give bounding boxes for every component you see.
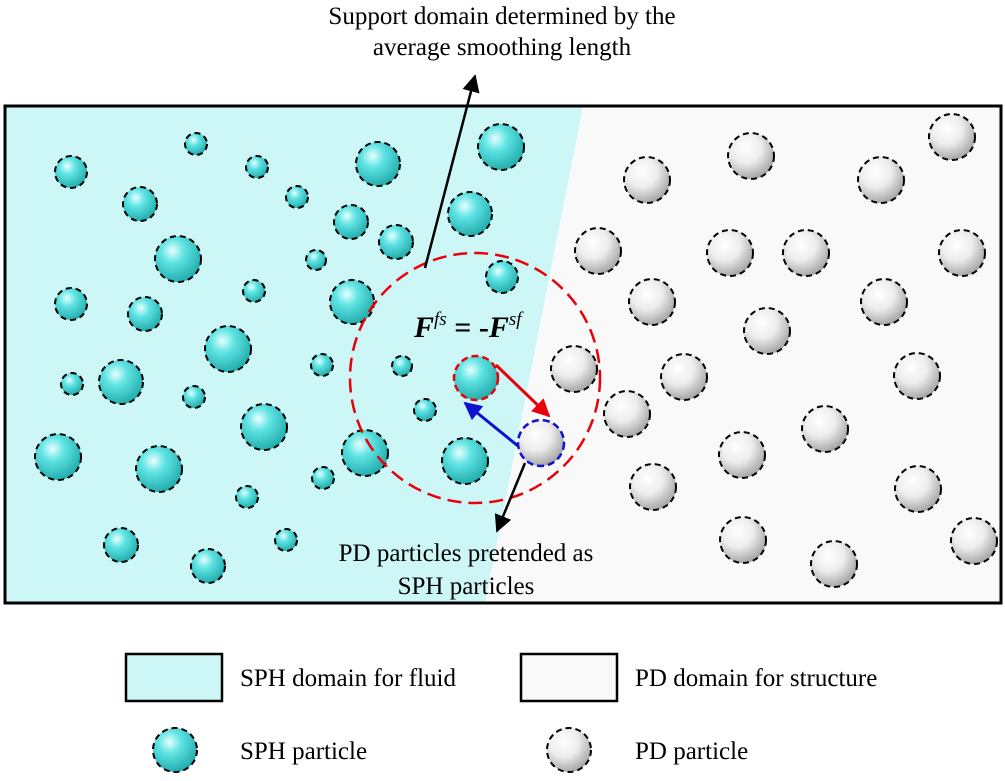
support-domain-pointer <box>423 74 480 269</box>
pd-particle-group <box>550 113 998 588</box>
pd-particle <box>623 156 671 204</box>
legend-sph-domain-label: SPH domain for fluid <box>240 665 456 692</box>
sph-particle <box>242 279 266 303</box>
eq-minus: - <box>479 311 489 344</box>
sph-particle <box>34 433 82 481</box>
sph-particle <box>441 437 489 485</box>
sph-particle <box>122 186 158 222</box>
legend-pd-particle-icon <box>546 727 592 773</box>
pretended-pd-particle <box>516 418 566 468</box>
sph-particle <box>285 185 309 209</box>
pd-particle <box>938 229 986 277</box>
pd-particle <box>894 465 942 513</box>
legend-pd-particle-label: PD particle <box>635 738 748 765</box>
pd-particle <box>628 278 676 326</box>
sph-particle <box>274 528 298 552</box>
sph-particle <box>355 141 401 187</box>
sph-particle <box>477 123 525 171</box>
pd-particle <box>603 390 651 438</box>
coupling-force-equation: Ffs = -Fsf <box>413 309 524 344</box>
sph-particle <box>60 372 84 396</box>
pd-particle <box>727 132 775 180</box>
sph-particle <box>103 527 139 563</box>
pd-particle <box>928 113 976 161</box>
pd-particle <box>743 307 791 355</box>
target-sph-particle <box>452 354 500 402</box>
sph-particle <box>54 287 88 321</box>
force-sf-arrow <box>463 401 519 448</box>
sph-particle <box>311 466 335 490</box>
eq-lhs-base: F <box>413 311 434 344</box>
pd-pretend-pointer <box>494 462 527 533</box>
support-domain-label-line2: average smoothing length <box>373 34 632 61</box>
sph-particle <box>190 548 226 584</box>
sph-particle <box>333 204 369 240</box>
sph-particle <box>329 279 375 325</box>
legend-sph-domain-swatch <box>124 652 224 703</box>
legend: SPH domain for fluid PD domain for struc… <box>124 652 877 773</box>
eq-equals: = <box>447 311 479 344</box>
domain-frame <box>3 104 1003 605</box>
pd-particle <box>629 463 677 511</box>
eq-rhs-sup: sf <box>509 309 524 330</box>
pd-pretend-label-line1: PD particles pretended as <box>339 540 594 567</box>
pd-particle <box>893 352 941 400</box>
support-domain-label-line1: Support domain determined by the <box>328 3 675 30</box>
sph-particle <box>154 235 202 283</box>
pd-particle <box>660 353 708 401</box>
sph-particle <box>378 224 414 260</box>
sph-particle <box>485 260 519 294</box>
sph-particle <box>182 385 206 409</box>
sph-particle <box>204 325 252 373</box>
domain-border <box>3 104 1003 605</box>
support-domain-circle <box>348 251 602 505</box>
pd-particle <box>782 229 830 277</box>
legend-sph-particle-icon <box>152 727 198 773</box>
legend-pd-domain-label: PD domain for structure <box>635 665 877 692</box>
sph-particle-group <box>34 123 525 584</box>
sph-particle <box>240 403 288 451</box>
sph-particle <box>413 398 437 422</box>
sph-particle <box>391 355 413 377</box>
pd-particle <box>718 431 766 479</box>
sph-domain <box>5 106 583 603</box>
sph-particle <box>54 155 88 189</box>
pd-particle <box>810 540 858 588</box>
pd-particle <box>706 229 754 277</box>
eq-lhs-sup: fs <box>434 309 447 330</box>
legend-pd-domain-swatch <box>519 652 619 703</box>
sph-particle <box>135 445 183 493</box>
pd-particle <box>950 517 998 565</box>
sph-particle <box>305 249 327 271</box>
pd-particle <box>860 278 908 326</box>
pd-particle <box>801 405 849 453</box>
sph-particle <box>127 296 163 332</box>
legend-sph-particle-label: SPH particle <box>240 738 367 765</box>
pd-pretend-label-line2: SPH particles <box>398 573 535 600</box>
sph-particle <box>98 359 144 405</box>
sph-particle <box>235 485 259 509</box>
force-fs-arrow <box>494 363 551 418</box>
sph-particle <box>447 191 493 237</box>
pd-particle <box>857 156 905 204</box>
sph-particle <box>341 429 389 477</box>
pd-particle <box>550 345 598 393</box>
pd-particle <box>719 516 767 564</box>
pd-particle <box>574 227 622 275</box>
eq-rhs-base: F <box>488 311 509 344</box>
sph-particle <box>184 132 208 156</box>
sph-particle <box>245 155 269 179</box>
sph-particle <box>310 353 334 377</box>
